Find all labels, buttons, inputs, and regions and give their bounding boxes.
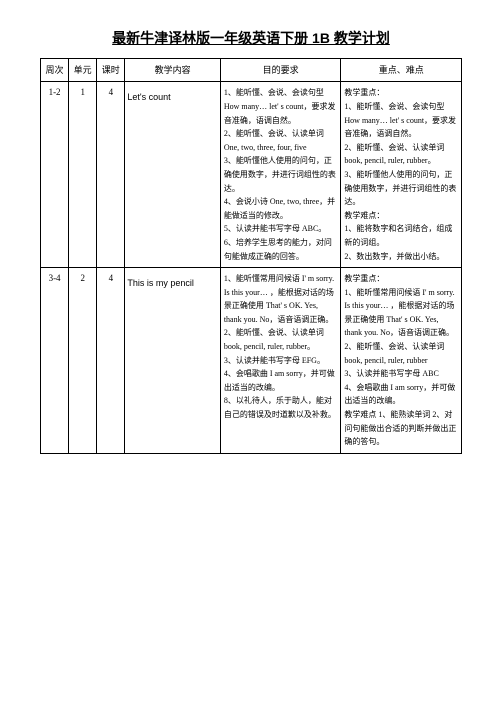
cell-period: 4 [97,268,125,454]
header-key: 重点、难点 [341,59,462,82]
cell-content: Let's count [125,82,220,268]
header-period: 课时 [97,59,125,82]
cell-objective: 1、能听懂、会说、会读句型 How many… let' s count，要求发… [220,82,341,268]
cell-unit: 1 [69,82,97,268]
header-unit: 单元 [69,59,97,82]
cell-content: This is my pencil [125,268,220,454]
table-row: 1-2 1 4 Let's count 1、能听懂、会说、会读句型 How ma… [41,82,462,268]
table-row: 3-4 2 4 This is my pencil 1、能听懂常用问候语 I' … [41,268,462,454]
cell-week: 1-2 [41,82,69,268]
table-header-row: 周次 单元 课时 教学内容 目的要求 重点、难点 [41,59,462,82]
cell-week: 3-4 [41,268,69,454]
lesson-plan-table: 周次 单元 课时 教学内容 目的要求 重点、难点 1-2 1 4 Let's c… [40,58,462,454]
page-title: 最新牛津译林版一年级英语下册 1B 教学计划 [40,28,462,48]
cell-key: 教学重点：1、能听懂、会说、会读句型 How many… let' s coun… [341,82,462,268]
cell-objective: 1、能听懂常用问候语 I' m sorry. Is this your… ，能根… [220,268,341,454]
header-week: 周次 [41,59,69,82]
header-objective: 目的要求 [220,59,341,82]
cell-unit: 2 [69,268,97,454]
cell-period: 4 [97,82,125,268]
cell-key: 教学重点：1、能听懂常用问候语 I' m sorry. Is this your… [341,268,462,454]
header-content: 教学内容 [125,59,220,82]
